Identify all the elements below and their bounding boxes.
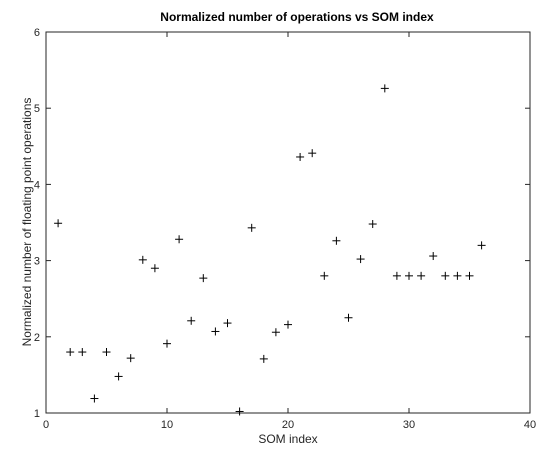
y-tick-label: 2	[34, 332, 40, 344]
chart-title: Normalized number of operations vs SOM i…	[160, 10, 434, 24]
data-point	[380, 84, 389, 93]
data-point	[150, 264, 159, 273]
data-point	[368, 220, 377, 229]
data-point	[187, 316, 196, 325]
data-point	[271, 328, 280, 337]
data-point	[405, 271, 413, 280]
data-point	[126, 354, 135, 363]
axis-ticks: 0 10 20 30 40 1 2 3 4 5 6	[34, 27, 536, 431]
data-markers	[54, 84, 486, 416]
data-point	[417, 271, 426, 280]
x-tick-label: 30	[403, 419, 415, 431]
data-point	[429, 252, 438, 261]
y-tick-label: 5	[34, 103, 40, 115]
x-tick-label: 10	[161, 419, 173, 431]
y-axis-label: Normalized number of floating point oper…	[20, 98, 34, 347]
y-tick-label: 3	[34, 256, 40, 268]
y-tick-label: 4	[34, 179, 40, 191]
x-tick-label: 20	[282, 419, 294, 431]
data-point	[199, 274, 208, 283]
data-point	[332, 236, 341, 245]
data-point	[477, 241, 486, 250]
data-point	[54, 219, 63, 228]
data-point	[441, 271, 450, 280]
plot-frame	[45, 31, 531, 414]
data-point	[320, 271, 329, 280]
data-point	[138, 255, 147, 264]
data-point	[344, 313, 353, 322]
data-point	[284, 320, 292, 329]
y-tick-label: 1	[34, 408, 40, 420]
data-point	[453, 271, 462, 280]
data-point	[78, 348, 87, 357]
data-point	[296, 152, 305, 161]
x-axis-label: SOM index	[258, 432, 317, 446]
data-point	[235, 407, 244, 416]
x-tick-label: 0	[43, 419, 49, 431]
data-point	[223, 319, 232, 328]
data-point	[308, 149, 317, 158]
y-tick-label: 6	[34, 27, 40, 39]
data-point	[259, 354, 268, 363]
data-point	[114, 372, 123, 381]
data-point	[465, 271, 474, 280]
data-point	[247, 223, 256, 232]
data-point	[66, 348, 75, 357]
data-point	[90, 394, 99, 403]
data-point	[356, 255, 365, 264]
x-tick-label: 40	[524, 419, 536, 431]
data-point	[211, 327, 220, 336]
data-point	[163, 339, 171, 348]
data-point	[392, 271, 401, 280]
data-point	[175, 235, 184, 244]
data-point	[102, 348, 111, 357]
